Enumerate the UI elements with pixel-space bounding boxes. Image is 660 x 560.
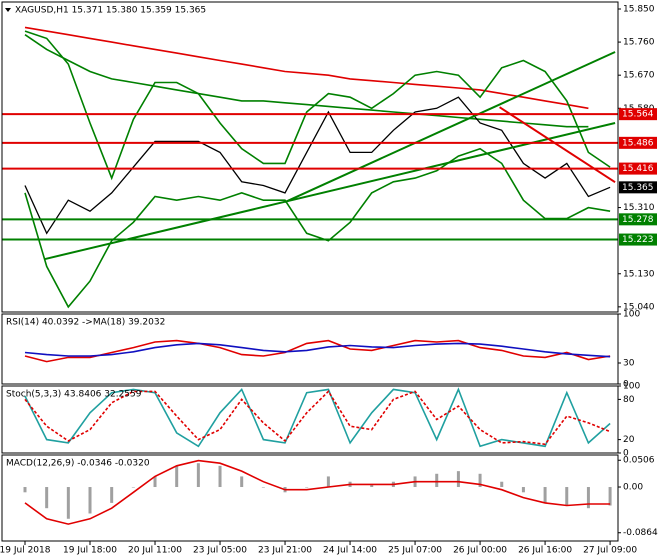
series-line [24, 339, 611, 363]
y-tick-label: 30 [623, 359, 635, 369]
series-line [24, 459, 611, 525]
x-tick-label: 26 Jul 16:00 [518, 546, 572, 556]
histogram-bar [218, 465, 222, 488]
y-tick-label: 15.760 [623, 38, 655, 48]
y-tick-label: 0 [623, 449, 629, 459]
y-tick-label: 100 [623, 310, 640, 320]
histogram-bar [586, 487, 590, 509]
panel-title: MACD(12,26,9) -0.0346 -0.0320 [6, 459, 150, 469]
level-label: 15.223 [622, 235, 654, 245]
series-line [24, 96, 611, 235]
trendline [499, 106, 616, 184]
panel-plot [23, 459, 612, 525]
panel-title: Stoch(5,3,3) 43.8406 32.2559 [6, 390, 142, 400]
trendline [44, 122, 616, 261]
x-tick-label: 27 Jul 09:00 [583, 546, 637, 556]
level-label: 15.486 [622, 138, 654, 148]
histogram-bar [305, 487, 309, 488]
histogram-bar [565, 487, 569, 506]
panel-title: RSI(14) 40.0392 ->MA(18) 39.2032 [6, 318, 165, 328]
histogram-bar [131, 487, 135, 488]
y-tick-label: 15.130 [623, 269, 655, 279]
histogram-bar [175, 465, 179, 488]
histogram-bar [543, 487, 547, 503]
histogram-bar [153, 476, 157, 488]
series-line [24, 30, 611, 181]
x-tick-label: 23 Jul 05:00 [193, 546, 247, 556]
menu-triangle [5, 8, 11, 12]
trendline [284, 51, 616, 203]
y-tick-label: 0.0506 [623, 456, 655, 466]
last-price-label: 15.365 [622, 183, 654, 193]
panel-plot [24, 387, 611, 448]
histogram-bar [435, 473, 439, 488]
level-label-box [619, 162, 657, 175]
panel-plot [24, 26, 616, 309]
panel-border [1, 454, 619, 542]
x-tick-label: 26 Jul 00:00 [453, 546, 507, 556]
histogram-bar [66, 487, 70, 519]
panel-border [1, 385, 619, 454]
y-tick-label: 0 [623, 380, 629, 390]
histogram-bar [500, 481, 504, 488]
y-tick-label: 15.670 [623, 71, 655, 81]
y-tick-label: 15.850 [623, 4, 655, 14]
x-tick-label: 19 Jul 18:00 [63, 546, 117, 556]
series-line [24, 387, 611, 448]
histogram-bar [370, 484, 374, 488]
x-tick-label: 24 Jul 14:00 [323, 546, 377, 556]
last-price-box [619, 181, 657, 194]
x-tick-label: 23 Jul 21:00 [258, 546, 312, 556]
y-tick-label: 80 [623, 395, 635, 405]
x-tick-label: 25 Jul 07:00 [388, 546, 442, 556]
histogram-bar [456, 471, 460, 488]
level-label: 15.416 [622, 164, 654, 174]
histogram-bar [608, 487, 612, 506]
y-tick-label: 0.00 [623, 483, 643, 493]
series-line [24, 26, 589, 110]
level-label-box [619, 136, 657, 149]
histogram-bar [521, 487, 525, 493]
panel-plot [24, 339, 611, 363]
level-label-box [619, 213, 657, 226]
y-tick-label: 15.040 [623, 302, 655, 312]
panel-border [1, 1, 619, 313]
panel-border [1, 313, 619, 385]
x-tick-label: 19 Jul 2018 [0, 546, 51, 556]
histogram-bar [261, 487, 265, 488]
series-line [24, 390, 611, 446]
y-tick-label: 15.310 [623, 203, 655, 213]
x-tick-label: 20 Jul 11:00 [128, 546, 182, 556]
histogram-bar [110, 487, 114, 503]
histogram-bar [196, 463, 200, 488]
y-tick-label: -0.0864 [623, 528, 658, 538]
histogram-bar [88, 487, 92, 514]
histogram-bar [240, 476, 244, 488]
level-label: 15.278 [622, 215, 654, 225]
level-label-box [619, 233, 657, 246]
histogram-bar [23, 487, 27, 493]
histogram-bar [478, 473, 482, 488]
series-line [24, 147, 611, 309]
y-tick-label: 100 [623, 382, 640, 392]
series-line [24, 342, 611, 358]
level-label-box [619, 108, 657, 121]
level-label: 15.564 [622, 110, 654, 120]
histogram-bar [326, 476, 330, 488]
histogram-bar [45, 487, 49, 509]
series-line [24, 34, 589, 128]
panel-title: XAGUSD,H1 15.371 15.380 15.359 15.365 [15, 6, 206, 16]
y-tick-label: 20 [623, 435, 635, 445]
